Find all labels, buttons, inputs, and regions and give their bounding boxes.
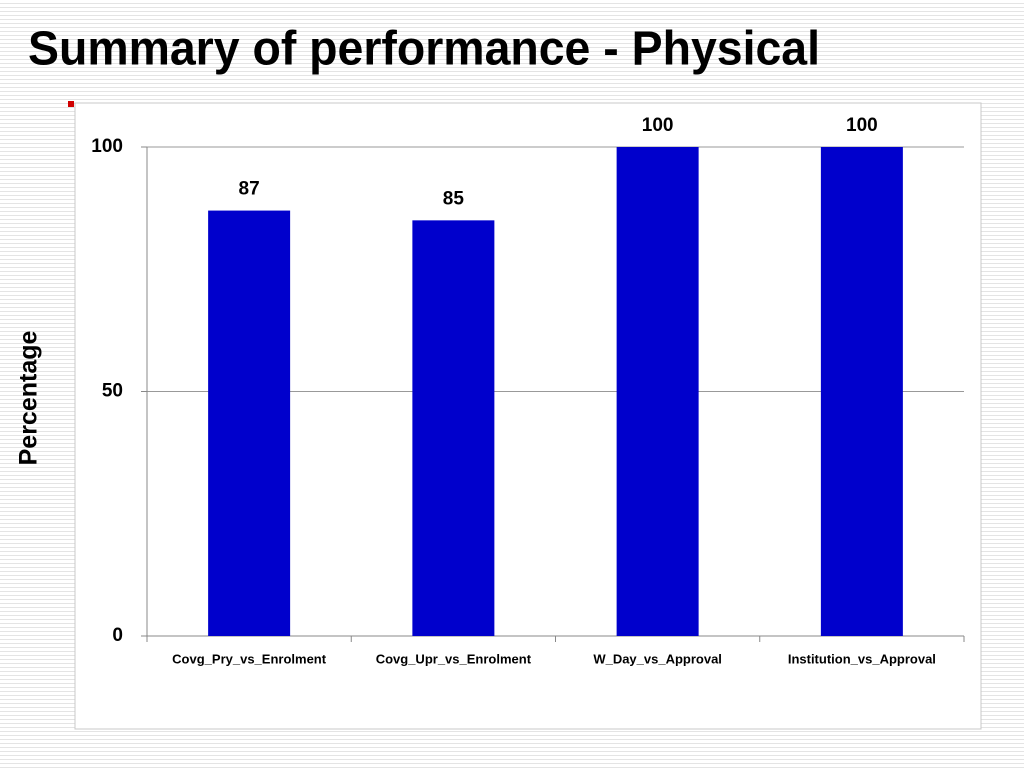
y-tick-label: 0 [112,625,123,646]
data-label: 87 [239,179,260,200]
x-tick-label: Covg_Upr_vs_Enrolment [376,651,532,666]
data-label: 100 [642,115,674,136]
bar [820,147,903,636]
decoration [68,101,74,107]
bar [208,210,291,636]
y-tick-label: 50 [102,381,123,402]
y-tick-label: 100 [91,136,123,157]
x-tick-label: Covg_Pry_vs_Enrolment [172,651,327,666]
data-label: 85 [443,188,465,209]
bar [616,147,699,636]
y-axis-label: Percentage [15,331,43,466]
x-tick-label: W_Day_vs_Approval [593,651,722,666]
x-tick-label: Institution_vs_Approval [788,651,936,666]
bar [412,220,495,636]
data-label: 100 [846,115,878,136]
slide-title: Summary of performance - Physical [28,23,820,76]
